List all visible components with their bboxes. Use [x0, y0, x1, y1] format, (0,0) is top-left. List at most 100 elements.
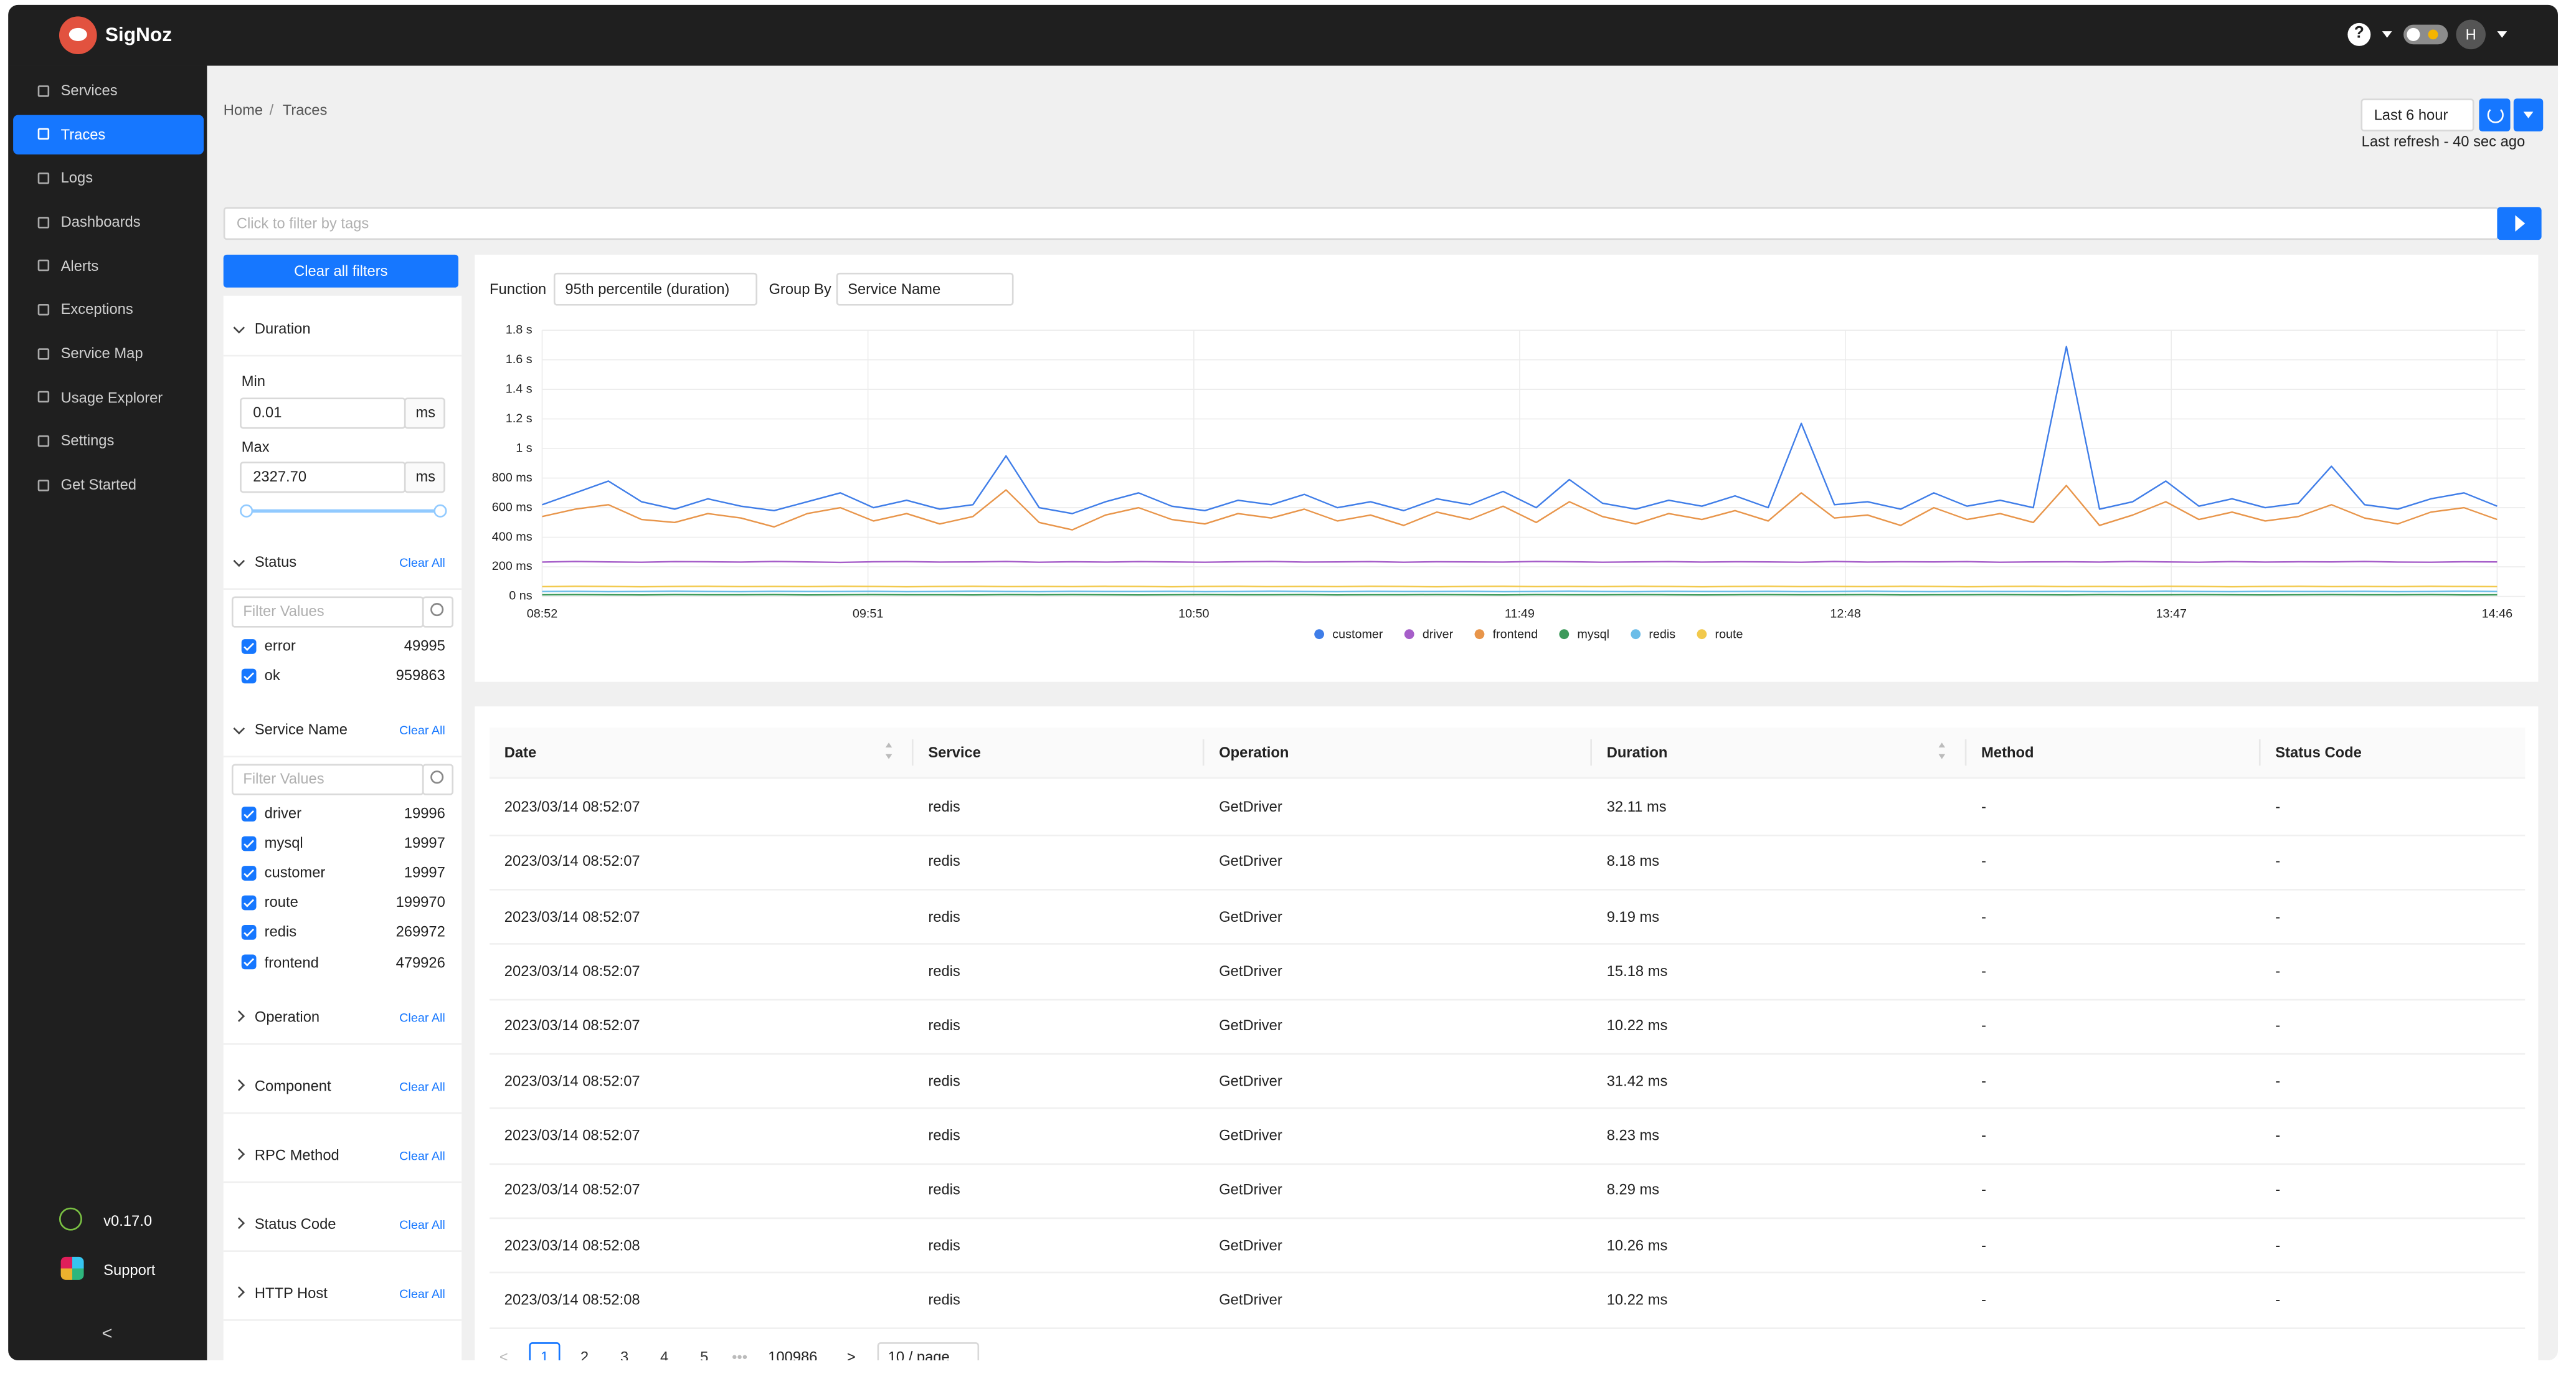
max-input[interactable] [240, 462, 406, 493]
menu-item[interactable]: Alerts [60, 257, 99, 274]
menu-item[interactable]: Services [60, 82, 118, 99]
chart-card [475, 254, 2539, 682]
slider-handle[interactable] [240, 504, 253, 518]
sort-icon[interactable] [1938, 742, 1944, 748]
clear-all[interactable]: Clear All [399, 555, 445, 571]
collapse-button[interactable]: < [102, 1324, 113, 1344]
avatar[interactable]: H [2456, 19, 2486, 50]
page-ellipsis: ••• [732, 1348, 748, 1361]
option-label[interactable]: frontend [264, 954, 319, 970]
checkbox[interactable] [241, 668, 257, 683]
support-link[interactable]: Support [103, 1261, 156, 1279]
sort-icon[interactable] [1938, 754, 1944, 759]
time-range-select[interactable] [2361, 98, 2474, 132]
table-row[interactable] [490, 1108, 2526, 1165]
min-input[interactable] [240, 397, 406, 429]
table-cell: GetDriver [1219, 1291, 1282, 1309]
page-current[interactable] [529, 1342, 561, 1361]
filter-title[interactable]: HTTP Host [254, 1284, 328, 1302]
option-label[interactable]: ok [264, 667, 280, 684]
clear-all[interactable]: Clear All [399, 1079, 445, 1094]
filter-title[interactable]: Status [254, 553, 297, 571]
checkbox[interactable] [241, 638, 257, 653]
menu-item[interactable]: Logs [60, 169, 93, 186]
page-number[interactable]: 1 [540, 1348, 549, 1361]
table-row[interactable] [490, 1163, 2526, 1220]
menu-icon [37, 347, 50, 359]
table-row[interactable] [490, 780, 2526, 836]
checkbox[interactable] [241, 865, 257, 881]
option-label[interactable]: customer [264, 864, 326, 881]
page-number[interactable]: 2 [580, 1348, 589, 1361]
menu-item[interactable]: Dashboards [60, 213, 141, 230]
menu-icon [37, 303, 50, 316]
checkbox[interactable] [241, 805, 257, 821]
column-header[interactable]: Duration [1606, 744, 1668, 761]
table-row[interactable] [490, 1272, 2526, 1329]
sort-icon[interactable] [884, 742, 891, 748]
page-prev[interactable]: < [499, 1348, 508, 1361]
clear-all[interactable]: Clear All [399, 723, 445, 738]
slider-handle[interactable] [433, 504, 447, 518]
table-cell: - [1981, 1072, 1987, 1089]
clear-all[interactable]: Clear All [399, 1010, 445, 1025]
filter-title[interactable]: Status Code [254, 1215, 336, 1233]
table-row[interactable] [490, 889, 2526, 945]
menu-item[interactable]: Exceptions [60, 301, 133, 318]
tag-search[interactable] [223, 207, 2499, 240]
page-number[interactable]: 3 [620, 1348, 629, 1361]
table-cell: 8.29 ms [1606, 1182, 1660, 1199]
help-icon[interactable]: ? [2347, 22, 2371, 46]
checkbox[interactable] [241, 895, 257, 910]
page-number[interactable]: 4 [660, 1348, 669, 1361]
sort-icon[interactable] [884, 754, 891, 759]
checkbox[interactable] [241, 835, 257, 851]
filter-title[interactable]: Operation [254, 1008, 320, 1025]
brand[interactable]: SigNoz [105, 22, 173, 46]
option-label[interactable]: route [264, 894, 298, 911]
table-row[interactable] [490, 998, 2526, 1055]
menu-item[interactable]: Settings [60, 432, 115, 450]
checkbox[interactable] [241, 954, 257, 970]
chart: 0 ns 200 ms 400 ms 600 ms 800 ms 1 s 1.2 s 1.4 … [491, 323, 2513, 642]
table-row[interactable] [490, 835, 2526, 891]
page-number[interactable]: 100986 [768, 1348, 818, 1361]
filter-title[interactable]: Duration [254, 320, 311, 337]
table-row[interactable] [490, 1218, 2526, 1274]
menu-item[interactable]: Usage Explorer [60, 389, 163, 405]
x-tick-label: 08:52 [527, 607, 557, 621]
table-row[interactable] [490, 944, 2526, 1000]
filter-title[interactable]: Component [254, 1078, 331, 1094]
breadcrumb-home[interactable]: Home [223, 102, 263, 118]
refresh-icon [2487, 107, 2504, 123]
filter-title[interactable]: RPC Method [254, 1147, 339, 1163]
function-select[interactable] [553, 272, 758, 306]
menu-item[interactable]: Service Map [60, 344, 143, 362]
clear-all[interactable]: Clear All [399, 1286, 445, 1302]
filter-search[interactable] [231, 764, 424, 795]
clear-all[interactable]: Clear All [399, 1217, 445, 1233]
table-cell: redis [928, 1236, 960, 1254]
menu-item[interactable]: Traces [60, 126, 106, 143]
column-header[interactable]: Date [504, 744, 537, 761]
option-label[interactable]: mysql [264, 835, 303, 851]
option-label[interactable]: redis [264, 924, 297, 941]
table-row[interactable] [490, 1053, 2526, 1110]
option-label[interactable]: driver [264, 805, 302, 822]
table-cell: 31.42 ms [1606, 1072, 1668, 1089]
option-label[interactable]: error [264, 637, 296, 654]
clear-all-filters[interactable]: Clear all filters [223, 254, 458, 288]
page-size-select[interactable] [876, 1342, 978, 1361]
table-cell: - [2275, 907, 2281, 925]
clear-all[interactable]: Clear All [399, 1148, 445, 1163]
group-by-select[interactable] [836, 272, 1014, 306]
page-number[interactable]: 5 [700, 1348, 709, 1361]
page-next[interactable]: > [846, 1348, 856, 1361]
divider [223, 756, 462, 758]
menu-item[interactable]: Get Started [60, 476, 137, 493]
caret[interactable] [2497, 31, 2507, 42]
filter-search[interactable] [231, 596, 424, 628]
function-label: Function [490, 281, 547, 298]
checkbox[interactable] [241, 924, 257, 940]
filter-title[interactable]: Service Name [254, 721, 348, 738]
